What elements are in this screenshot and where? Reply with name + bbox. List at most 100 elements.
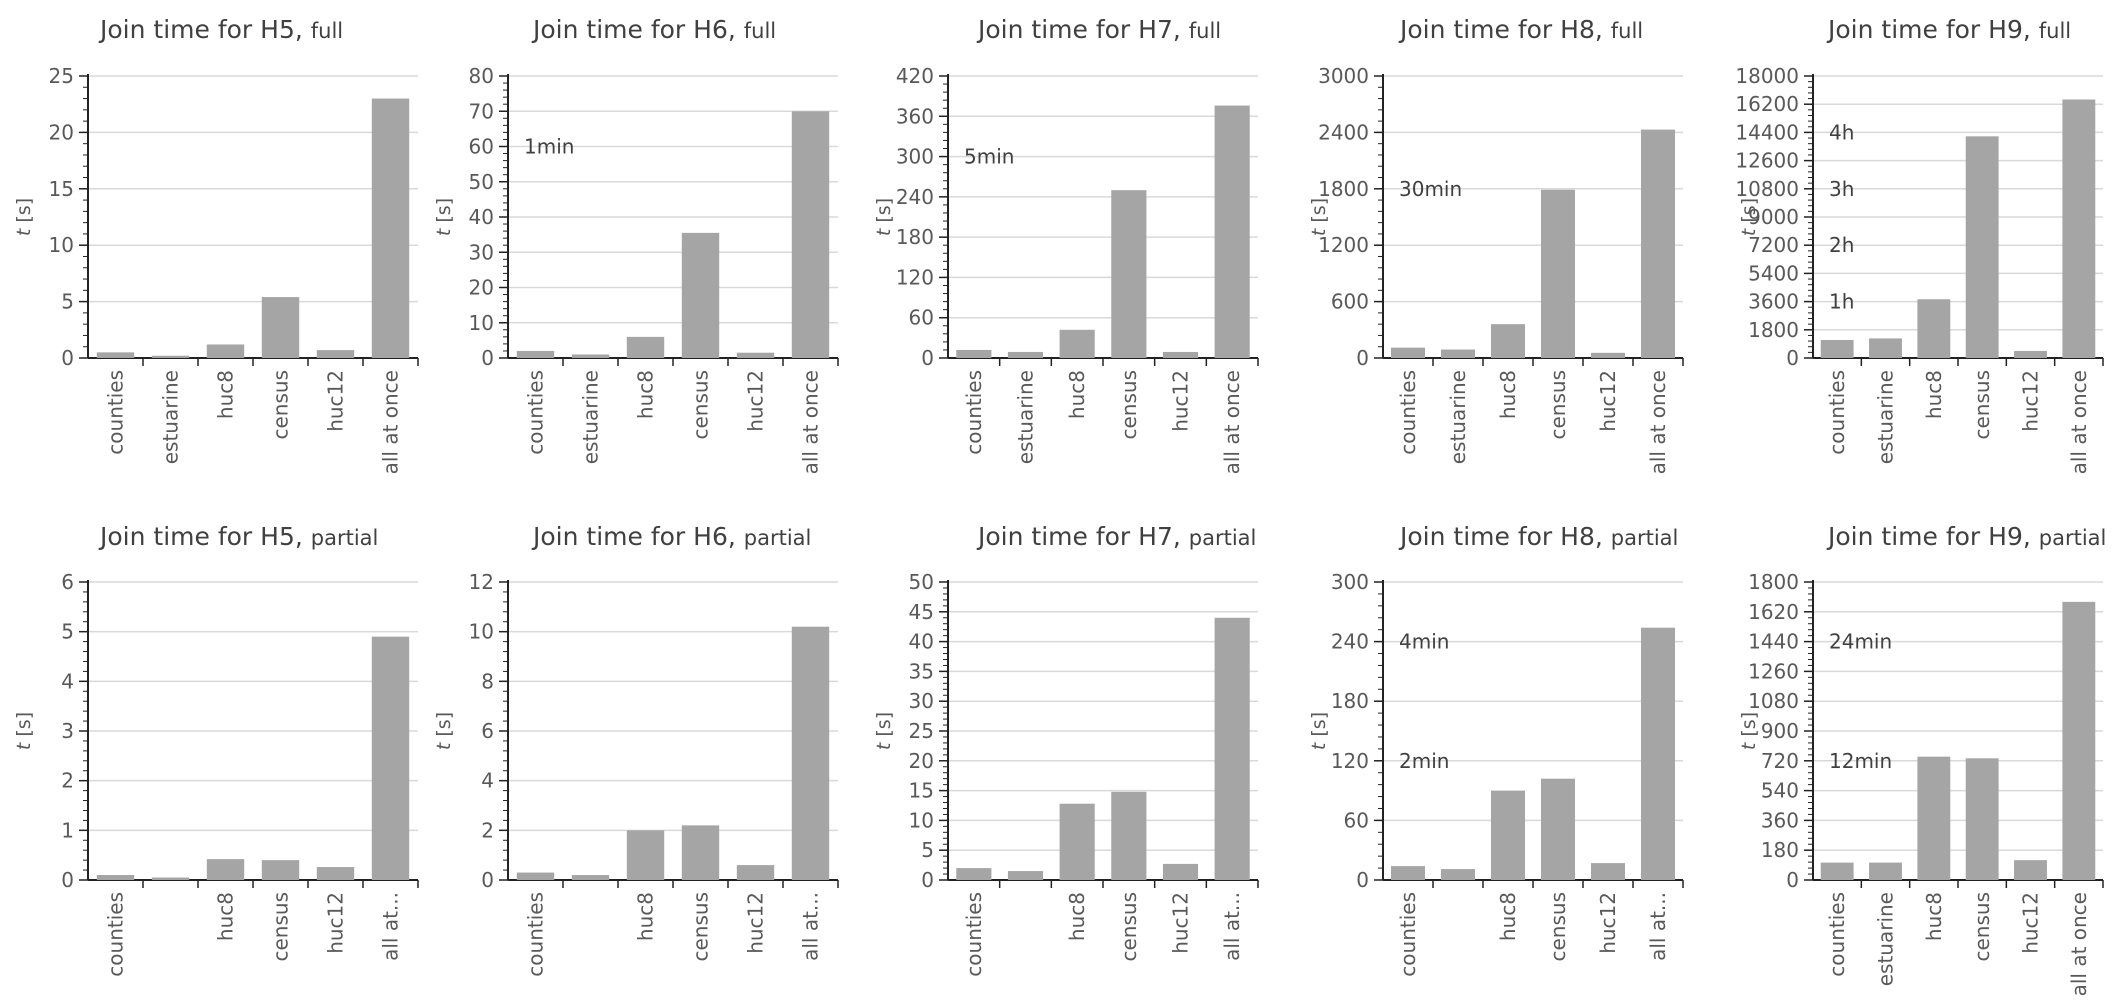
chart-title-suffix: partial	[1611, 526, 1679, 550]
x-tick-label: estuarine	[1874, 370, 1898, 464]
y-tick-label: 10	[469, 311, 494, 335]
y-tick-label: 30	[909, 689, 934, 713]
x-tick-label: huc8	[1496, 370, 1520, 419]
bar	[2014, 860, 2047, 880]
y-tick-label: 300	[1331, 570, 1369, 594]
bar	[681, 232, 720, 358]
y-axis-label: t [s]	[1308, 712, 1330, 750]
y-tick-label: 180	[896, 225, 934, 249]
y-axis-label: t [s]	[873, 198, 895, 236]
bar	[1917, 299, 1951, 358]
chart-title-main: Join time for H9,	[1826, 522, 2039, 551]
chart-panel: Join time for H6, full 0 10 20 30 40 50 60 70 80 t…	[433, 15, 839, 474]
y-tick-label: 6	[61, 570, 74, 594]
x-tick-label: census	[1970, 892, 1994, 962]
y-axis-label: t [s]	[873, 712, 895, 750]
bar	[2062, 99, 2096, 358]
y-tick-label: 1260	[1748, 659, 1799, 683]
y-tick-label: 0	[921, 868, 934, 892]
x-tick-label: all at...	[379, 892, 403, 961]
bar	[791, 111, 830, 358]
y-tick-label: 5	[921, 838, 934, 862]
chart-title: Join time for H6, full	[531, 15, 776, 44]
y-tick-label: 12600	[1735, 149, 1799, 173]
x-tick-label: counties	[104, 370, 128, 455]
x-tick-label: census	[1970, 370, 1994, 440]
bar	[96, 875, 135, 880]
bar	[1391, 347, 1425, 358]
bar	[1541, 189, 1575, 358]
x-tick-label: all at...	[1646, 892, 1670, 961]
y-tick-label: 180	[1761, 838, 1799, 862]
x-tick-label: counties	[1825, 892, 1849, 977]
bar	[1007, 351, 1044, 358]
y-tick-label: 10	[469, 620, 494, 644]
y-tick-label: 180	[1331, 689, 1369, 713]
bar	[316, 350, 355, 358]
y-tick-label: 0	[1356, 346, 1369, 370]
y-tick-label: 10	[49, 233, 74, 257]
chart-title-suffix: partial	[744, 526, 812, 550]
x-tick-label: census	[1117, 370, 1141, 440]
x-tick-label: counties	[524, 370, 548, 455]
y-tick-label: 70	[469, 99, 494, 123]
bar	[151, 877, 190, 880]
y-tick-label: 25	[909, 719, 934, 743]
y-axis-label: t [s]	[1738, 712, 1760, 750]
x-tick-label: census	[1546, 892, 1570, 962]
x-tick-label: huc12	[1596, 370, 1620, 432]
time-annotation: 30min	[1399, 177, 1462, 201]
chart-panel: Join time for H8, full 0 600 1200 1800 2400 30…	[1308, 15, 1684, 474]
bar	[206, 859, 245, 880]
x-tick-label: census	[1546, 370, 1570, 440]
y-tick-label: 360	[1761, 808, 1799, 832]
chart-title: Join time for H5, partial	[98, 522, 378, 551]
bar	[571, 875, 610, 880]
time-annotation: 2min	[1399, 749, 1449, 773]
x-tick-label: huc12	[1596, 892, 1620, 954]
y-tick-label: 20	[469, 276, 494, 300]
bar	[736, 865, 775, 880]
bar	[1391, 866, 1425, 880]
y-axis-label: t [s]	[1738, 198, 1760, 236]
x-tick-label: huc8	[634, 892, 658, 941]
chart-panel: Join time for H8, partial 0 60 120 180 240 300…	[1308, 522, 1684, 977]
x-tick-label: huc12	[2019, 370, 2043, 432]
y-tick-label: 8	[481, 669, 494, 693]
bar	[1491, 324, 1525, 358]
y-tick-label: 5400	[1748, 261, 1799, 285]
bar	[1541, 778, 1575, 880]
bar	[1869, 862, 1902, 880]
y-tick-label: 50	[469, 170, 494, 194]
bar	[1641, 627, 1675, 880]
bar	[626, 336, 665, 358]
chart-title: Join time for H8, full	[1398, 15, 1643, 44]
chart-title-main: Join time for H6,	[531, 15, 744, 44]
y-tick-label: 45	[909, 600, 934, 624]
bar	[96, 352, 135, 358]
chart-title-main: Join time for H6,	[531, 522, 744, 551]
bar	[1111, 791, 1147, 880]
x-tick-label: all at once	[1220, 370, 1244, 474]
x-tick-label: huc8	[1922, 892, 1946, 941]
y-tick-label: 20	[909, 749, 934, 773]
bar	[371, 98, 410, 358]
bar	[1591, 352, 1625, 358]
y-tick-label: 120	[896, 265, 934, 289]
chart-title-main: Join time for H5,	[98, 522, 311, 551]
y-tick-label: 240	[1331, 630, 1369, 654]
x-tick-label: huc8	[1065, 370, 1089, 419]
y-tick-label: 10800	[1735, 177, 1799, 201]
time-annotation: 4min	[1399, 630, 1449, 654]
x-tick-label: huc12	[1169, 370, 1193, 432]
x-tick-label: huc8	[634, 370, 658, 419]
x-tick-label: estuarine	[1874, 892, 1898, 986]
y-tick-label: 1800	[1318, 177, 1369, 201]
y-tick-label: 1620	[1748, 600, 1799, 624]
bar	[261, 860, 300, 880]
x-tick-label: estuarine	[1446, 370, 1470, 464]
y-tick-label: 0	[1786, 868, 1799, 892]
y-tick-label: 1	[61, 818, 74, 842]
y-tick-label: 900	[1761, 719, 1799, 743]
chart-title-suffix: partial	[311, 526, 379, 550]
